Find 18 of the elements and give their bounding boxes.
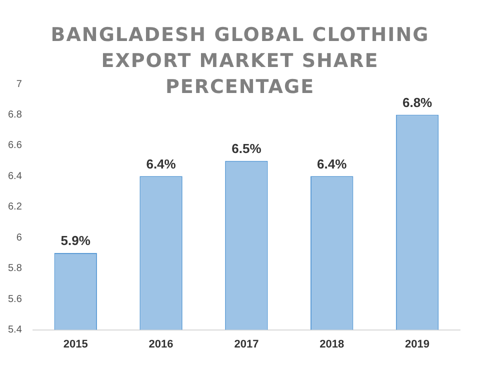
y-tick-label: 6.6 — [8, 140, 22, 152]
data-label: 6.5% — [232, 140, 262, 156]
x-tick-label: 2018 — [320, 338, 344, 350]
data-label: 6.4% — [146, 156, 176, 172]
x-tick-label: 2017 — [234, 338, 259, 350]
y-tick-label: 6 — [16, 232, 22, 244]
y-tick-label: 6.8 — [8, 109, 22, 120]
y-tick-label: 7 — [16, 78, 22, 90]
x-tick-label: 2016 — [148, 338, 174, 350]
x-tick-label: 2019 — [405, 338, 430, 350]
x-tick-label: 2015 — [63, 338, 88, 350]
y-tick-label: 5.8 — [8, 263, 22, 274]
data-label: 5.9% — [60, 233, 91, 248]
data-label: 6.4% — [317, 156, 348, 172]
y-tick-label: 6.2 — [8, 202, 22, 213]
y-tick-label: 5.4 — [8, 324, 22, 336]
y-tick-label: 5.6 — [8, 294, 22, 305]
y-tick-label: 6.4 — [8, 170, 22, 182]
